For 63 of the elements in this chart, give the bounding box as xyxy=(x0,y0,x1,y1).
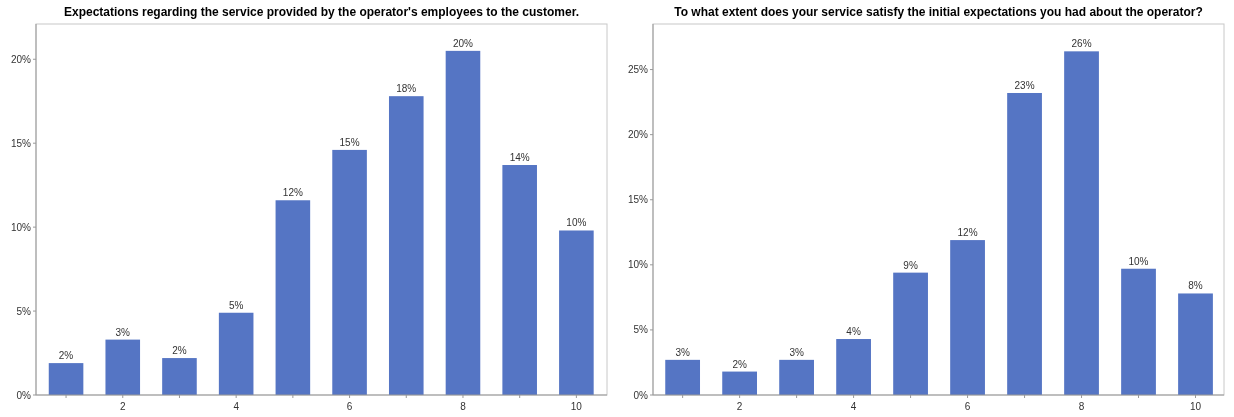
data-label: 10% xyxy=(1128,255,1149,267)
y-tick-label: 20% xyxy=(10,53,32,65)
bar xyxy=(275,200,311,395)
data-label: 8% xyxy=(1188,280,1203,292)
bar xyxy=(836,339,871,395)
data-label: 2% xyxy=(172,345,187,357)
bar xyxy=(445,50,481,395)
y-tick-label: 0% xyxy=(633,389,649,401)
x-tick-label: 6 xyxy=(964,401,971,412)
bar xyxy=(1121,268,1156,395)
data-label: 5% xyxy=(228,299,244,311)
y-tick-label: 20% xyxy=(627,129,649,141)
bar xyxy=(779,359,814,395)
data-label: 10% xyxy=(566,217,587,229)
bar xyxy=(665,359,701,395)
x-tick-label: 2 xyxy=(119,401,126,412)
bar xyxy=(162,358,197,395)
data-label: 12% xyxy=(957,227,978,239)
bar xyxy=(950,240,985,395)
data-label: 9% xyxy=(903,259,918,271)
bar xyxy=(502,165,537,395)
y-tick-label: 0% xyxy=(16,389,32,401)
x-tick-label: 10 xyxy=(1189,401,1202,412)
x-tick-label: 8 xyxy=(1078,401,1085,412)
data-label: 2% xyxy=(732,358,747,370)
y-tick-label: 10% xyxy=(10,221,32,233)
bar xyxy=(893,272,928,395)
data-label: 26% xyxy=(1071,38,1092,50)
x-tick-label: 6 xyxy=(346,401,353,412)
bar xyxy=(1064,51,1099,395)
bar xyxy=(332,149,367,395)
y-tick-label: 15% xyxy=(627,194,649,206)
x-tick-label: 8 xyxy=(460,401,467,412)
chart-title: Expectations regarding the service provided by the operator's employees to the customer. xyxy=(63,5,580,19)
data-label: 14% xyxy=(509,152,530,164)
y-tick-label: 5% xyxy=(633,324,649,336)
y-tick-label: 25% xyxy=(627,64,649,76)
bar xyxy=(1178,293,1213,395)
y-tick-label: 15% xyxy=(10,137,32,149)
x-tick-label: 10 xyxy=(570,401,583,412)
data-label: 18% xyxy=(396,83,417,95)
bar xyxy=(559,230,594,395)
bar xyxy=(722,371,757,395)
x-tick-label: 4 xyxy=(850,401,857,412)
data-label: 15% xyxy=(339,136,360,148)
data-label: 20% xyxy=(452,37,474,49)
y-tick-label: 10% xyxy=(627,259,649,271)
bar xyxy=(1007,92,1042,395)
bar xyxy=(388,96,424,395)
data-label: 12% xyxy=(282,187,303,199)
bar xyxy=(105,339,141,395)
data-label: 4% xyxy=(846,326,861,338)
y-tick-label: 5% xyxy=(16,305,32,317)
chart-title: To what extent does your service satisfy the initial expectations you had about the operator? xyxy=(674,5,1203,19)
data-label: 2% xyxy=(58,350,74,362)
bar xyxy=(218,312,254,395)
x-tick-label: 4 xyxy=(233,401,240,412)
data-label: 3% xyxy=(675,346,690,358)
data-label: 23% xyxy=(1014,79,1035,91)
data-label: 3% xyxy=(115,326,131,338)
bar xyxy=(48,363,84,395)
data-label: 3% xyxy=(789,346,804,358)
x-tick-label: 2 xyxy=(736,401,743,412)
